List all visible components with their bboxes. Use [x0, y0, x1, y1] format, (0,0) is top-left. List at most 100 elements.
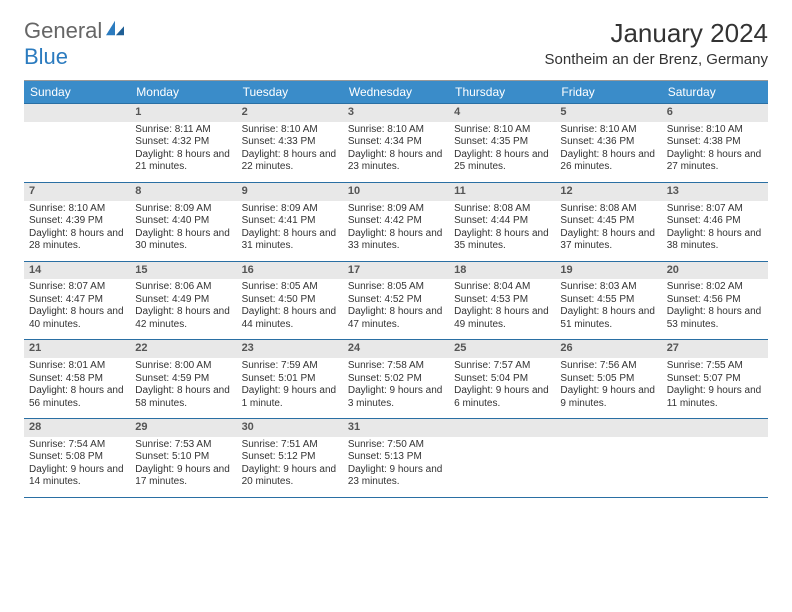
day-number: 31 — [343, 419, 449, 437]
daylight-line: Daylight: 8 hours and 25 minutes. — [454, 149, 550, 174]
calendar-day: 31Sunrise: 7:50 AMSunset: 5:13 PMDayligh… — [343, 419, 449, 497]
sunrise-line: Sunrise: 7:58 AM — [348, 360, 444, 373]
weekday-header: Tuesday — [237, 81, 343, 103]
calendar-day: 20Sunrise: 8:02 AMSunset: 4:56 PMDayligh… — [662, 262, 768, 340]
daylight-line: Daylight: 9 hours and 20 minutes. — [242, 464, 338, 489]
sunrise-line: Sunrise: 8:10 AM — [667, 124, 763, 137]
day-body: Sunrise: 8:02 AMSunset: 4:56 PMDaylight:… — [662, 279, 768, 339]
sunset-line: Sunset: 5:05 PM — [560, 373, 656, 386]
calendar-day: 25Sunrise: 7:57 AMSunset: 5:04 PMDayligh… — [449, 340, 555, 418]
calendar-day: 14Sunrise: 8:07 AMSunset: 4:47 PMDayligh… — [24, 262, 130, 340]
weekday-header: Monday — [130, 81, 236, 103]
sunrise-line: Sunrise: 8:01 AM — [29, 360, 125, 373]
calendar-day: 8Sunrise: 8:09 AMSunset: 4:40 PMDaylight… — [130, 183, 236, 261]
day-body: Sunrise: 8:06 AMSunset: 4:49 PMDaylight:… — [130, 279, 236, 339]
daylight-line: Daylight: 9 hours and 23 minutes. — [348, 464, 444, 489]
sunrise-line: Sunrise: 8:05 AM — [348, 281, 444, 294]
day-body: Sunrise: 7:57 AMSunset: 5:04 PMDaylight:… — [449, 358, 555, 418]
sunrise-line: Sunrise: 8:09 AM — [135, 203, 231, 216]
calendar-day: 10Sunrise: 8:09 AMSunset: 4:42 PMDayligh… — [343, 183, 449, 261]
daylight-line: Daylight: 8 hours and 42 minutes. — [135, 306, 231, 331]
daylight-line: Daylight: 8 hours and 58 minutes. — [135, 385, 231, 410]
day-number: 27 — [662, 340, 768, 358]
weekday-header: Wednesday — [343, 81, 449, 103]
day-number — [449, 419, 555, 437]
calendar-day: 24Sunrise: 7:58 AMSunset: 5:02 PMDayligh… — [343, 340, 449, 418]
calendar-day: 11Sunrise: 8:08 AMSunset: 4:44 PMDayligh… — [449, 183, 555, 261]
header: General January 2024 Sontheim an der Bre… — [0, 0, 792, 74]
daylight-line: Daylight: 9 hours and 9 minutes. — [560, 385, 656, 410]
day-body: Sunrise: 8:10 AMSunset: 4:38 PMDaylight:… — [662, 122, 768, 182]
sunrise-line: Sunrise: 7:57 AM — [454, 360, 550, 373]
sunset-line: Sunset: 5:12 PM — [242, 451, 338, 464]
sunset-line: Sunset: 4:56 PM — [667, 294, 763, 307]
calendar-week-row: 21Sunrise: 8:01 AMSunset: 4:58 PMDayligh… — [24, 339, 768, 418]
day-body: Sunrise: 8:01 AMSunset: 4:58 PMDaylight:… — [24, 358, 130, 418]
sunset-line: Sunset: 5:10 PM — [135, 451, 231, 464]
sunset-line: Sunset: 4:59 PM — [135, 373, 231, 386]
calendar-day: 28Sunrise: 7:54 AMSunset: 5:08 PMDayligh… — [24, 419, 130, 497]
day-body: Sunrise: 8:08 AMSunset: 4:44 PMDaylight:… — [449, 201, 555, 261]
calendar-day: 22Sunrise: 8:00 AMSunset: 4:59 PMDayligh… — [130, 340, 236, 418]
day-body: Sunrise: 7:55 AMSunset: 5:07 PMDaylight:… — [662, 358, 768, 418]
title-block: January 2024 Sontheim an der Brenz, Germ… — [545, 18, 768, 68]
day-number: 16 — [237, 262, 343, 280]
sunrise-line: Sunrise: 8:06 AM — [135, 281, 231, 294]
daylight-line: Daylight: 8 hours and 40 minutes. — [29, 306, 125, 331]
calendar-day: 18Sunrise: 8:04 AMSunset: 4:53 PMDayligh… — [449, 262, 555, 340]
sunrise-line: Sunrise: 8:09 AM — [242, 203, 338, 216]
sunrise-line: Sunrise: 8:05 AM — [242, 281, 338, 294]
calendar-week-row: 28Sunrise: 7:54 AMSunset: 5:08 PMDayligh… — [24, 418, 768, 498]
sunrise-line: Sunrise: 7:51 AM — [242, 439, 338, 452]
day-body: Sunrise: 8:08 AMSunset: 4:45 PMDaylight:… — [555, 201, 661, 261]
calendar-day: 21Sunrise: 8:01 AMSunset: 4:58 PMDayligh… — [24, 340, 130, 418]
day-number: 15 — [130, 262, 236, 280]
day-body: Sunrise: 7:56 AMSunset: 5:05 PMDaylight:… — [555, 358, 661, 418]
calendar-day: 4Sunrise: 8:10 AMSunset: 4:35 PMDaylight… — [449, 104, 555, 182]
calendar-day: 3 Sunrise: 8:10 AMSunset: 4:34 PMDaylight… — [343, 104, 449, 182]
day-number — [662, 419, 768, 437]
calendar-day-empty — [449, 419, 555, 497]
weekday-header: Saturday — [662, 81, 768, 103]
day-body: Sunrise: 7:53 AMSunset: 5:10 PMDaylight:… — [130, 437, 236, 497]
brand-logo: General — [24, 18, 126, 44]
day-number: 3 — [343, 104, 449, 122]
daylight-line: Daylight: 8 hours and 56 minutes. — [29, 385, 125, 410]
sunset-line: Sunset: 4:52 PM — [348, 294, 444, 307]
sunrise-line: Sunrise: 8:09 AM — [348, 203, 444, 216]
daylight-line: Daylight: 8 hours and 33 minutes. — [348, 228, 444, 253]
sunset-line: Sunset: 4:39 PM — [29, 215, 125, 228]
day-body: Sunrise: 8:04 AMSunset: 4:53 PMDaylight:… — [449, 279, 555, 339]
calendar-day: 1Sunrise: 8:11 AMSunset: 4:32 PMDaylight… — [130, 104, 236, 182]
calendar-day: 9Sunrise: 8:09 AMSunset: 4:41 PMDaylight… — [237, 183, 343, 261]
day-number — [24, 104, 130, 122]
day-body: Sunrise: 7:54 AMSunset: 5:08 PMDaylight:… — [24, 437, 130, 497]
day-number: 23 — [237, 340, 343, 358]
sunrise-line: Sunrise: 8:02 AM — [667, 281, 763, 294]
day-number: 1 — [130, 104, 236, 122]
daylight-line: Daylight: 8 hours and 49 minutes. — [454, 306, 550, 331]
daylight-line: Daylight: 8 hours and 22 minutes. — [242, 149, 338, 174]
sunrise-line: Sunrise: 8:04 AM — [454, 281, 550, 294]
day-number — [555, 419, 661, 437]
sunrise-line: Sunrise: 7:59 AM — [242, 360, 338, 373]
weekday-header: Sunday — [24, 81, 130, 103]
sunrise-line: Sunrise: 8:10 AM — [348, 124, 444, 137]
sunset-line: Sunset: 4:49 PM — [135, 294, 231, 307]
day-body: Sunrise: 8:09 AMSunset: 4:41 PMDaylight:… — [237, 201, 343, 261]
daylight-line: Daylight: 8 hours and 23 minutes. — [348, 149, 444, 174]
day-body: Sunrise: 8:11 AMSunset: 4:32 PMDaylight:… — [130, 122, 236, 182]
daylight-line: Daylight: 8 hours and 21 minutes. — [135, 149, 231, 174]
day-number: 9 — [237, 183, 343, 201]
sunset-line: Sunset: 4:50 PM — [242, 294, 338, 307]
day-number: 18 — [449, 262, 555, 280]
day-number: 12 — [555, 183, 661, 201]
sunrise-line: Sunrise: 8:07 AM — [667, 203, 763, 216]
calendar-day: 5Sunrise: 8:10 AMSunset: 4:36 PMDaylight… — [555, 104, 661, 182]
sunset-line: Sunset: 5:02 PM — [348, 373, 444, 386]
daylight-line: Daylight: 9 hours and 1 minute. — [242, 385, 338, 410]
sunset-line: Sunset: 4:42 PM — [348, 215, 444, 228]
calendar-week-row: 14Sunrise: 8:07 AMSunset: 4:47 PMDayligh… — [24, 261, 768, 340]
day-body: Sunrise: 8:10 AMSunset: 4:36 PMDaylight:… — [555, 122, 661, 182]
sunset-line: Sunset: 4:34 PM — [348, 136, 444, 149]
